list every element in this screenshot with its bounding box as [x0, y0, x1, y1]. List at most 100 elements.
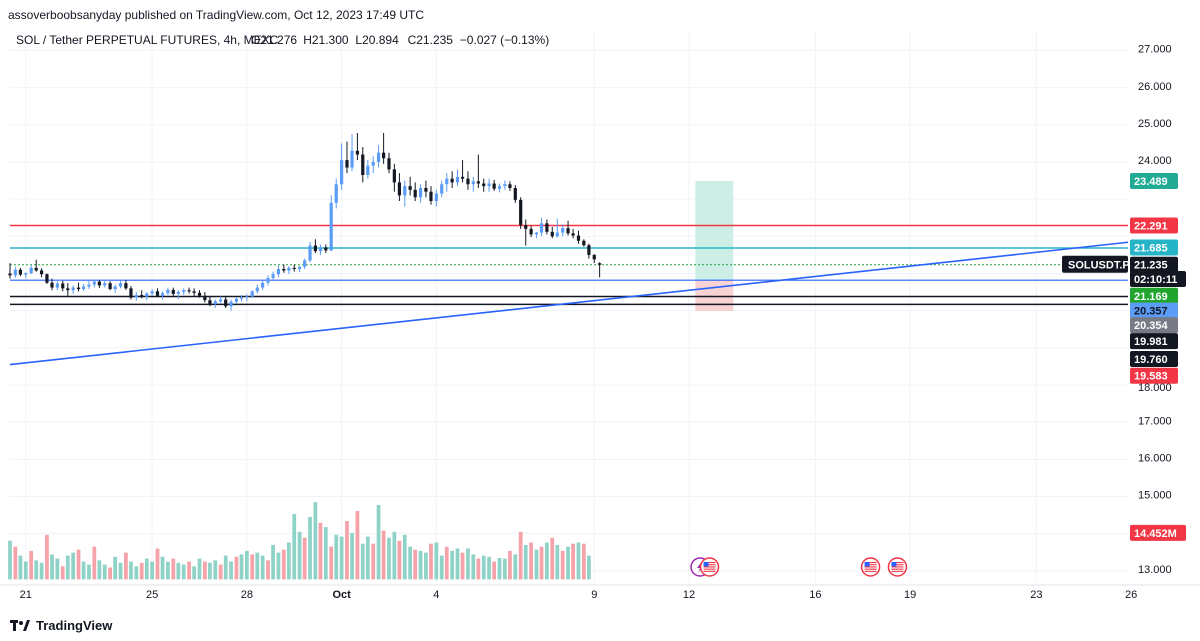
price-badge — [1130, 287, 1178, 304]
volume-bar — [139, 562, 144, 580]
candle-body — [329, 202, 333, 251]
volume-bar — [271, 544, 275, 580]
volume-bar — [155, 548, 160, 580]
volume-bar — [518, 531, 523, 580]
price-badge — [1130, 172, 1178, 189]
candle-body — [250, 291, 254, 297]
time-axis-tick: 25 — [146, 589, 158, 601]
volume-bar — [487, 556, 491, 580]
time-axis-tick: 23 — [1030, 589, 1042, 601]
us-flag-event-icon[interactable] — [887, 557, 908, 577]
price-badge — [1130, 256, 1178, 273]
candle-body — [345, 160, 349, 168]
volume-bar — [276, 552, 281, 580]
position-profit-zone[interactable] — [695, 180, 734, 281]
ohlc-c-value: C21.235 — [408, 33, 454, 47]
price-badge-label: 21.685 — [1134, 242, 1168, 254]
candle-body — [113, 286, 117, 290]
flag-canton — [891, 562, 897, 567]
volume-bar — [102, 564, 107, 580]
candle-body — [219, 299, 223, 302]
candle-body — [245, 296, 249, 298]
volume-bar — [439, 555, 444, 580]
candle-body — [408, 186, 412, 190]
candle-body — [8, 273, 12, 276]
flag-stripe — [864, 570, 877, 572]
grid — [10, 30, 1132, 582]
candle-body — [382, 152, 386, 159]
volume-bar — [371, 543, 376, 580]
candle-body — [566, 228, 570, 234]
volume-bar — [571, 543, 575, 580]
candle-body — [103, 283, 107, 286]
volume-bar — [244, 550, 249, 580]
price-axis-tick: 24.000 — [1138, 155, 1172, 167]
candle-series — [8, 132, 602, 311]
candle-body — [476, 181, 480, 184]
volume-bar — [365, 536, 370, 580]
volume-bar — [418, 550, 423, 580]
candle-body — [366, 165, 370, 175]
flag-stripe — [703, 568, 716, 570]
volume-bar — [208, 562, 212, 580]
volume-bar — [187, 561, 191, 580]
flag-stripe — [703, 564, 716, 566]
ascending-trendline[interactable] — [9, 241, 1129, 366]
volume-bar — [529, 542, 533, 580]
volume-bar — [218, 564, 223, 580]
volume-bar — [250, 554, 255, 580]
candle-body — [471, 181, 475, 185]
volume-bar — [318, 522, 323, 580]
candle-body — [197, 292, 202, 296]
symbol-title[interactable]: SOL / Tether PERPETUAL FUTURES, 4h, MEXC — [16, 33, 279, 47]
candle-body — [424, 187, 428, 192]
candle-body — [276, 269, 281, 275]
volume-bar — [34, 560, 39, 580]
candle-body — [440, 184, 444, 194]
position-loss-zone[interactable] — [695, 280, 734, 312]
candle-body — [229, 301, 233, 307]
volume-bar — [323, 527, 328, 580]
flag-stripe — [891, 568, 904, 570]
price-axis-tick: 18.000 — [1138, 382, 1172, 394]
time-axis-tick: 28 — [241, 589, 253, 601]
volume-bar — [513, 554, 518, 580]
flag-stripe — [864, 564, 877, 566]
candle-body — [340, 160, 344, 185]
candle-body — [261, 282, 265, 288]
candle-body — [97, 281, 101, 286]
volume-bar — [408, 546, 413, 580]
flag-stripe — [891, 570, 904, 572]
candle-body — [318, 247, 323, 252]
candle-body — [45, 274, 49, 283]
flag-stripe — [864, 566, 877, 568]
volume-bar — [534, 549, 539, 580]
us-flag-event-icon[interactable] — [860, 557, 881, 577]
candle-body — [187, 290, 191, 292]
volume-bar — [434, 542, 439, 580]
volume-bar — [55, 558, 60, 580]
time-axis-tick: 16 — [809, 589, 821, 601]
ohlc-l-value: L20.894 — [355, 33, 399, 47]
ohlc-o-value: O21.276 — [251, 33, 297, 47]
volume-bar — [345, 521, 349, 580]
price-badge — [1130, 350, 1178, 367]
candle-body — [598, 263, 602, 265]
volume-bar — [455, 548, 460, 580]
volume-bar — [381, 530, 386, 580]
candle-body — [34, 267, 38, 271]
candle-body — [397, 182, 402, 196]
candle-body — [582, 240, 586, 246]
price-axis-tick: 17.000 — [1138, 415, 1172, 427]
us-flag-event-icon[interactable] — [699, 557, 720, 577]
flag-stripe — [703, 562, 716, 564]
candle-body — [450, 178, 454, 183]
price-badge-label: 02:10:11 — [1134, 274, 1177, 286]
tradingview-logo[interactable]: TradingView — [10, 618, 112, 633]
price-badge-label: 14.452M — [1134, 528, 1177, 540]
volume-bar — [376, 505, 381, 580]
volume-bar — [350, 533, 354, 580]
candle-body — [571, 233, 575, 236]
